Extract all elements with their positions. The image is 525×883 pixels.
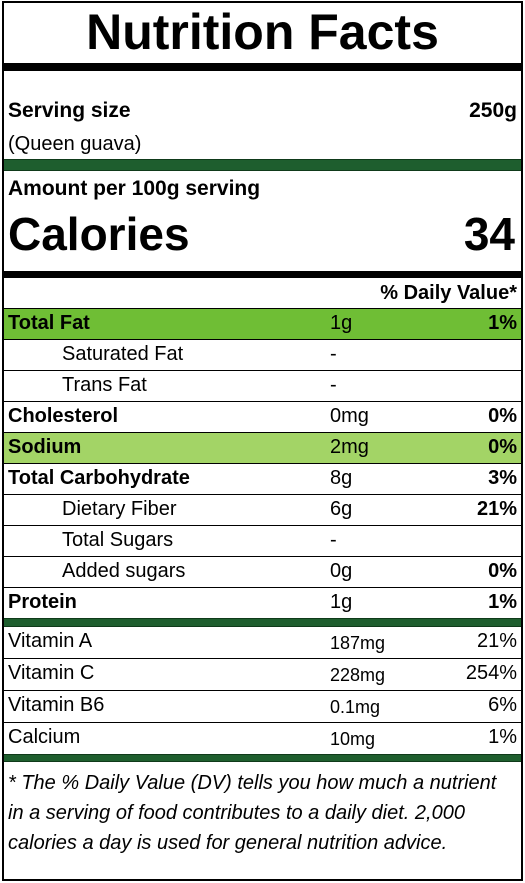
nutrient-row-total-sugars: Total Sugars -: [4, 526, 521, 557]
serving-size-label: Serving size: [8, 99, 131, 122]
vitamin-amount: 187mg: [330, 633, 386, 653]
vitamin-name: Vitamin B6: [8, 694, 105, 716]
divider: [4, 618, 521, 627]
nutrient-name: Total Carbohydrate: [8, 467, 190, 489]
divider: [4, 754, 521, 762]
vitamin-dv: 1%: [488, 726, 517, 748]
daily-value-header: % Daily Value*: [4, 278, 521, 309]
nutrient-row-trans-fat: Trans Fat -: [4, 371, 521, 402]
serving-section: Serving size 250g (Queen guava): [4, 71, 521, 159]
vitamin-amount: 228mg: [330, 665, 386, 685]
vitamin-name: Vitamin A: [8, 630, 93, 652]
nutrient-amount: -: [330, 343, 337, 365]
vitamin-name: Calcium: [8, 726, 81, 748]
vitamin-amount: 10mg: [330, 729, 376, 749]
nutrient-amount: -: [330, 529, 337, 551]
nutrient-amount: 8g: [330, 467, 353, 489]
nutrient-row-protein: Protein 1g 1%: [4, 588, 521, 618]
nutrient-name: Dietary Fiber: [62, 498, 177, 520]
nutrient-amount: 2mg: [330, 436, 369, 458]
nutrient-name: Total Fat: [8, 312, 90, 334]
divider: [4, 159, 521, 171]
nutrient-amount: -: [330, 374, 337, 396]
nutrient-name: Trans Fat: [62, 374, 147, 396]
nutrient-name: Added sugars: [62, 560, 186, 582]
vitamin-dv: 254%: [465, 662, 517, 684]
nutrient-amount: 0g: [330, 560, 353, 582]
label-title: Nutrition Facts: [86, 4, 439, 60]
nutrient-name: Sodium: [8, 436, 82, 458]
vitamin-name: Vitamin C: [8, 662, 95, 684]
nutrient-name: Protein: [8, 591, 77, 613]
nutrient-dv: 0%: [488, 405, 517, 427]
nutrient-dv: 1%: [488, 591, 517, 613]
calories-section: Amount per 100g serving Calories 34: [4, 171, 521, 271]
vitamin-row-c: Vitamin C 228mg 254%: [4, 659, 521, 691]
nutrient-dv: 0%: [488, 560, 517, 582]
nutrient-dv: 1%: [488, 312, 517, 334]
vitamin-row-a: Vitamin A 187mg 21%: [4, 627, 521, 659]
daily-value-header-text: % Daily Value*: [380, 282, 517, 304]
nutrient-row-total-carbohydrate: Total Carbohydrate 8g 3%: [4, 464, 521, 495]
footnote: * The % Daily Value (DV) tells you how m…: [8, 772, 497, 854]
nutrient-name: Total Sugars: [62, 529, 174, 551]
nutrient-name: Cholesterol: [8, 405, 119, 427]
nutrient-dv: 0%: [488, 436, 517, 458]
nutrient-amount: 6g: [330, 498, 353, 520]
nutrient-row-sodium: Sodium 2mg 0%: [4, 433, 521, 464]
vitamin-amount: 0.1mg: [330, 697, 381, 717]
nutrient-row-dietary-fiber: Dietary Fiber 6g 21%: [4, 495, 521, 526]
vitamin-dv: 6%: [488, 694, 517, 716]
nutrient-dv: 3%: [488, 467, 517, 489]
nutrient-row-added-sugars: Added sugars 0g 0%: [4, 557, 521, 588]
serving-description: (Queen guava): [8, 133, 142, 155]
vitamin-row-calcium: Calcium 10mg 1%: [4, 723, 521, 754]
nutrient-amount: 0mg: [330, 405, 369, 427]
nutrient-name: Saturated Fat: [62, 343, 184, 365]
nutrient-row-total-fat: Total Fat 1g 1%: [4, 309, 521, 340]
vitamin-row-b6: Vitamin B6 0.1mg 6%: [4, 691, 521, 723]
divider: [4, 63, 521, 71]
nutrient-row-saturated-fat: Saturated Fat -: [4, 340, 521, 371]
calories-label: Calories: [8, 208, 190, 260]
divider: [4, 271, 521, 278]
vitamin-dv: 21%: [476, 630, 517, 652]
calories-value: 34: [463, 208, 515, 260]
serving-size-value: 250g: [469, 99, 517, 122]
nutrient-amount: 1g: [330, 591, 353, 613]
nutrient-dv: 21%: [476, 498, 517, 520]
nutrient-amount: 1g: [330, 312, 353, 334]
nutrient-row-cholesterol: Cholesterol 0mg 0%: [4, 402, 521, 433]
amount-per-label: Amount per 100g serving: [8, 177, 261, 200]
